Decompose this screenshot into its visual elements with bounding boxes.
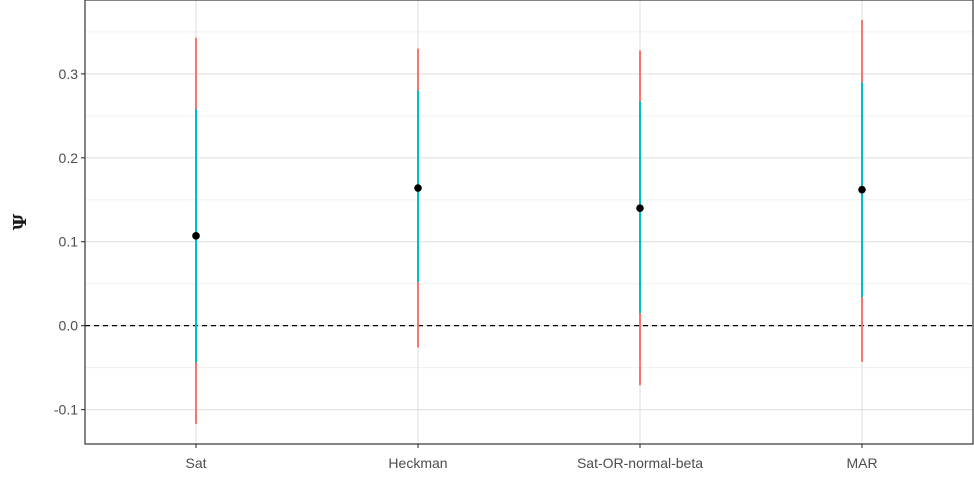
x-tick-label: Sat (185, 455, 206, 471)
estimate-point-1 (414, 184, 422, 192)
y-axis: 0.3 0.2 0.1 0.0 -0.1 (54, 66, 85, 418)
estimate-points (192, 184, 866, 240)
y-tick-label: 0.1 (59, 234, 79, 250)
y-tick-label: 0.0 (59, 318, 79, 334)
x-tick-label: Heckman (388, 455, 447, 471)
x-tick-label: Sat-OR-normal-beta (577, 455, 703, 471)
x-tick-label: MAR (846, 455, 877, 471)
x-axis: Sat Heckman Sat-OR-normal-beta MAR (185, 444, 878, 471)
panel-border (84, 0, 974, 445)
y-tick-label: 0.2 (59, 150, 79, 166)
y-axis-title: Ψ (10, 213, 31, 230)
estimate-point-0 (192, 232, 200, 240)
y-tick-label: -0.1 (54, 402, 78, 418)
estimate-point-3 (858, 185, 866, 194)
y-tick-label: 0.3 (59, 66, 79, 82)
estimate-point-2 (636, 204, 644, 212)
panel-background (85, 0, 974, 444)
